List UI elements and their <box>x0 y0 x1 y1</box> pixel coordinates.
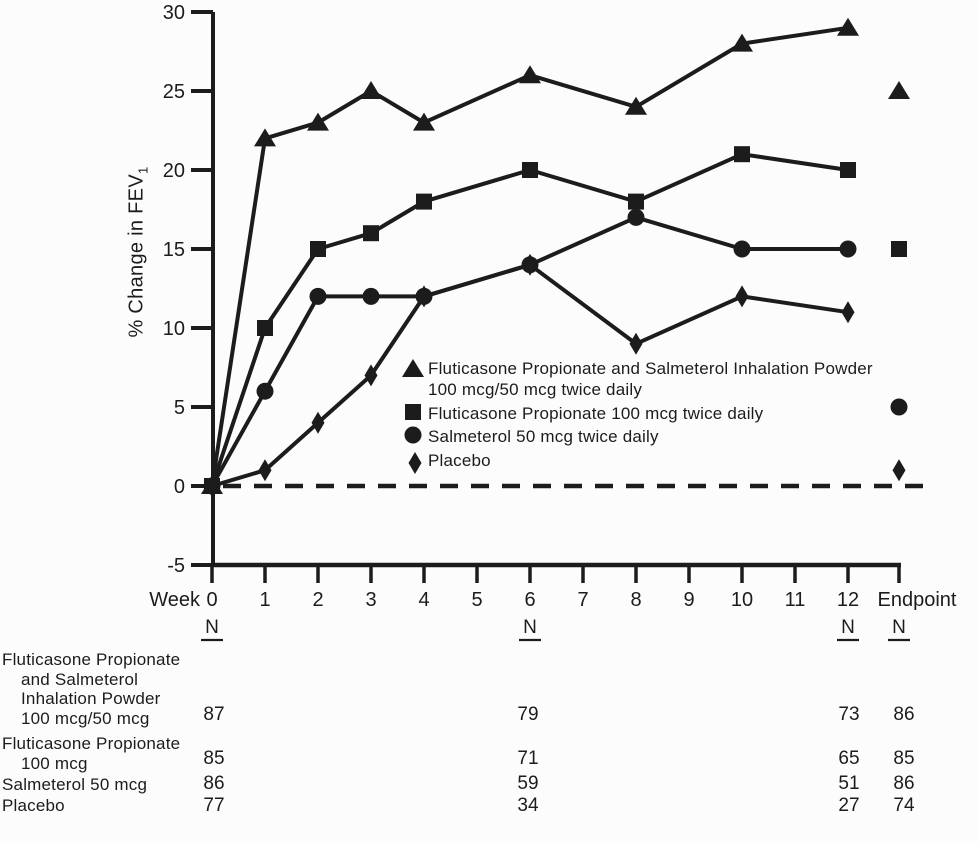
y-axis-title-subscript: 1 <box>135 166 151 175</box>
table-n-value: 87 <box>203 704 225 725</box>
x-tick-label-week-12: 12 <box>837 589 859 611</box>
legend-label-triangle: Fluticasone Propionate and Salmeterol In… <box>428 359 873 399</box>
y-tick-label-5: 5 <box>174 397 185 419</box>
x-tick-label-week-5: 5 <box>471 589 482 611</box>
data-point-triangle-week-4 <box>413 112 435 131</box>
table-row-label: Fluticasone Propionate 100 mcg <box>2 734 181 773</box>
n-header-week-0: N <box>205 617 219 638</box>
data-point-triangle-week-3 <box>360 81 382 99</box>
data-point-diamond-week-8 <box>629 332 643 355</box>
data-point-square-week-10 <box>734 146 750 163</box>
table-n-value: 77 <box>203 795 225 816</box>
table-n-value: 86 <box>203 773 225 794</box>
y-tick-label-30: 30 <box>163 2 185 24</box>
y-tick-label-20: 20 <box>163 160 185 182</box>
data-point-square-week-4 <box>416 193 432 210</box>
n-header-endpoint: N <box>892 617 906 638</box>
x-tick-label-week-4: 4 <box>418 589 429 611</box>
table-n-value: 85 <box>893 748 915 769</box>
table-n-value: 71 <box>517 748 539 769</box>
data-point-triangle-endpoint <box>888 81 910 99</box>
data-point-circle-week-10 <box>733 240 751 258</box>
data-point-triangle-week-6 <box>519 65 541 84</box>
x-tick-label-week-7: 7 <box>577 589 588 611</box>
y-tick-label-15: 15 <box>163 239 185 261</box>
data-point-diamond-endpoint <box>892 459 906 482</box>
table-n-value: 74 <box>893 795 915 816</box>
data-point-square-week-8 <box>628 193 644 210</box>
legend-marker-triangle-icon <box>402 359 424 377</box>
x-tick-label-week-3: 3 <box>365 589 376 611</box>
legend-label-circle: Salmeterol 50 mcg twice daily <box>428 427 659 446</box>
y-axis-title-text: % Change in FEV <box>125 174 148 338</box>
x-tick-label-week-2: 2 <box>312 589 323 611</box>
data-point-circle-week-3 <box>362 287 380 305</box>
y-tick-label-25: 25 <box>163 81 185 103</box>
data-point-triangle-week-1 <box>254 128 276 147</box>
x-axis-label-week: Week <box>149 589 201 611</box>
data-point-square-week-12 <box>840 162 856 178</box>
y-tick-label-10: 10 <box>163 318 185 340</box>
data-point-square-week-2 <box>310 241 326 257</box>
legend-marker-circle-glyph <box>404 426 422 444</box>
data-point-triangle-week-10 <box>731 33 753 52</box>
table-n-value: 51 <box>838 773 860 794</box>
x-tick-label-week-6: 6 <box>524 589 535 611</box>
x-tick-label-week-0: 0 <box>206 589 217 611</box>
table-row-label: Salmeterol 50 mcg <box>2 775 148 794</box>
table-n-value: 73 <box>838 704 860 725</box>
data-point-square-endpoint <box>891 241 907 257</box>
n-header-week-6: N <box>523 617 537 638</box>
y-axis-title: % Change in FEV1 <box>126 166 151 337</box>
legend-marker-square-glyph <box>405 404 421 420</box>
legend-marker-circle-icon <box>404 426 422 444</box>
table-n-value: 86 <box>893 773 915 794</box>
data-point-triangle-week-2 <box>307 112 329 131</box>
table-n-value: 85 <box>203 748 225 769</box>
x-tick-label-week-11: 11 <box>785 589 806 611</box>
table-n-value: 86 <box>893 704 915 725</box>
table-row-label: Fluticasone Propionate and Salmeterol Inha… <box>2 650 181 728</box>
table-n-value: 34 <box>517 795 539 816</box>
legend-label-diamond: Placebo <box>428 451 491 470</box>
y-tick-label--5: -5 <box>167 555 185 577</box>
data-point-circle-week-2 <box>309 287 327 305</box>
data-point-square-week-3 <box>363 225 379 242</box>
data-point-diamond-week-12 <box>841 301 855 324</box>
x-tick-label-endpoint: Endpoint <box>878 589 957 611</box>
legend-marker-triangle-glyph <box>402 359 424 377</box>
data-point-diamond-week-10 <box>735 285 749 308</box>
n-header-week-12: N <box>841 617 855 638</box>
x-tick-label-week-9: 9 <box>683 589 694 611</box>
data-point-circle-endpoint <box>890 398 908 416</box>
table-n-value: 65 <box>838 748 860 769</box>
data-point-triangle-week-12 <box>837 17 859 36</box>
data-point-diamond-week-6 <box>523 253 537 276</box>
data-point-circle-week-8 <box>627 208 645 226</box>
table-n-value: 27 <box>838 795 860 816</box>
data-point-triangle-week-8 <box>625 96 647 115</box>
data-point-circle-week-1 <box>256 382 274 400</box>
data-point-square-week-1 <box>257 320 273 336</box>
y-tick-label-0: 0 <box>174 476 185 498</box>
data-point-circle-week-12 <box>839 240 857 258</box>
legend-marker-diamond-icon <box>408 452 422 474</box>
table-row-label: Placebo <box>2 796 65 815</box>
x-tick-label-week-1: 1 <box>259 589 270 611</box>
x-tick-label-week-10: 10 <box>731 589 753 611</box>
table-n-value: 79 <box>517 704 539 725</box>
legend-marker-diamond-glyph <box>408 452 422 474</box>
data-point-diamond-week-2 <box>311 411 325 434</box>
data-point-diamond-week-3 <box>364 364 378 387</box>
x-tick-label-week-8: 8 <box>630 589 641 611</box>
legend-label-square: Fluticasone Propionate 100 mcg twice dai… <box>428 404 764 423</box>
table-n-value: 59 <box>517 773 539 794</box>
data-point-diamond-week-1 <box>258 459 272 482</box>
legend-marker-square-icon <box>405 404 421 420</box>
data-point-square-week-6 <box>522 162 538 178</box>
data-point-diamond-week-4 <box>417 285 431 308</box>
